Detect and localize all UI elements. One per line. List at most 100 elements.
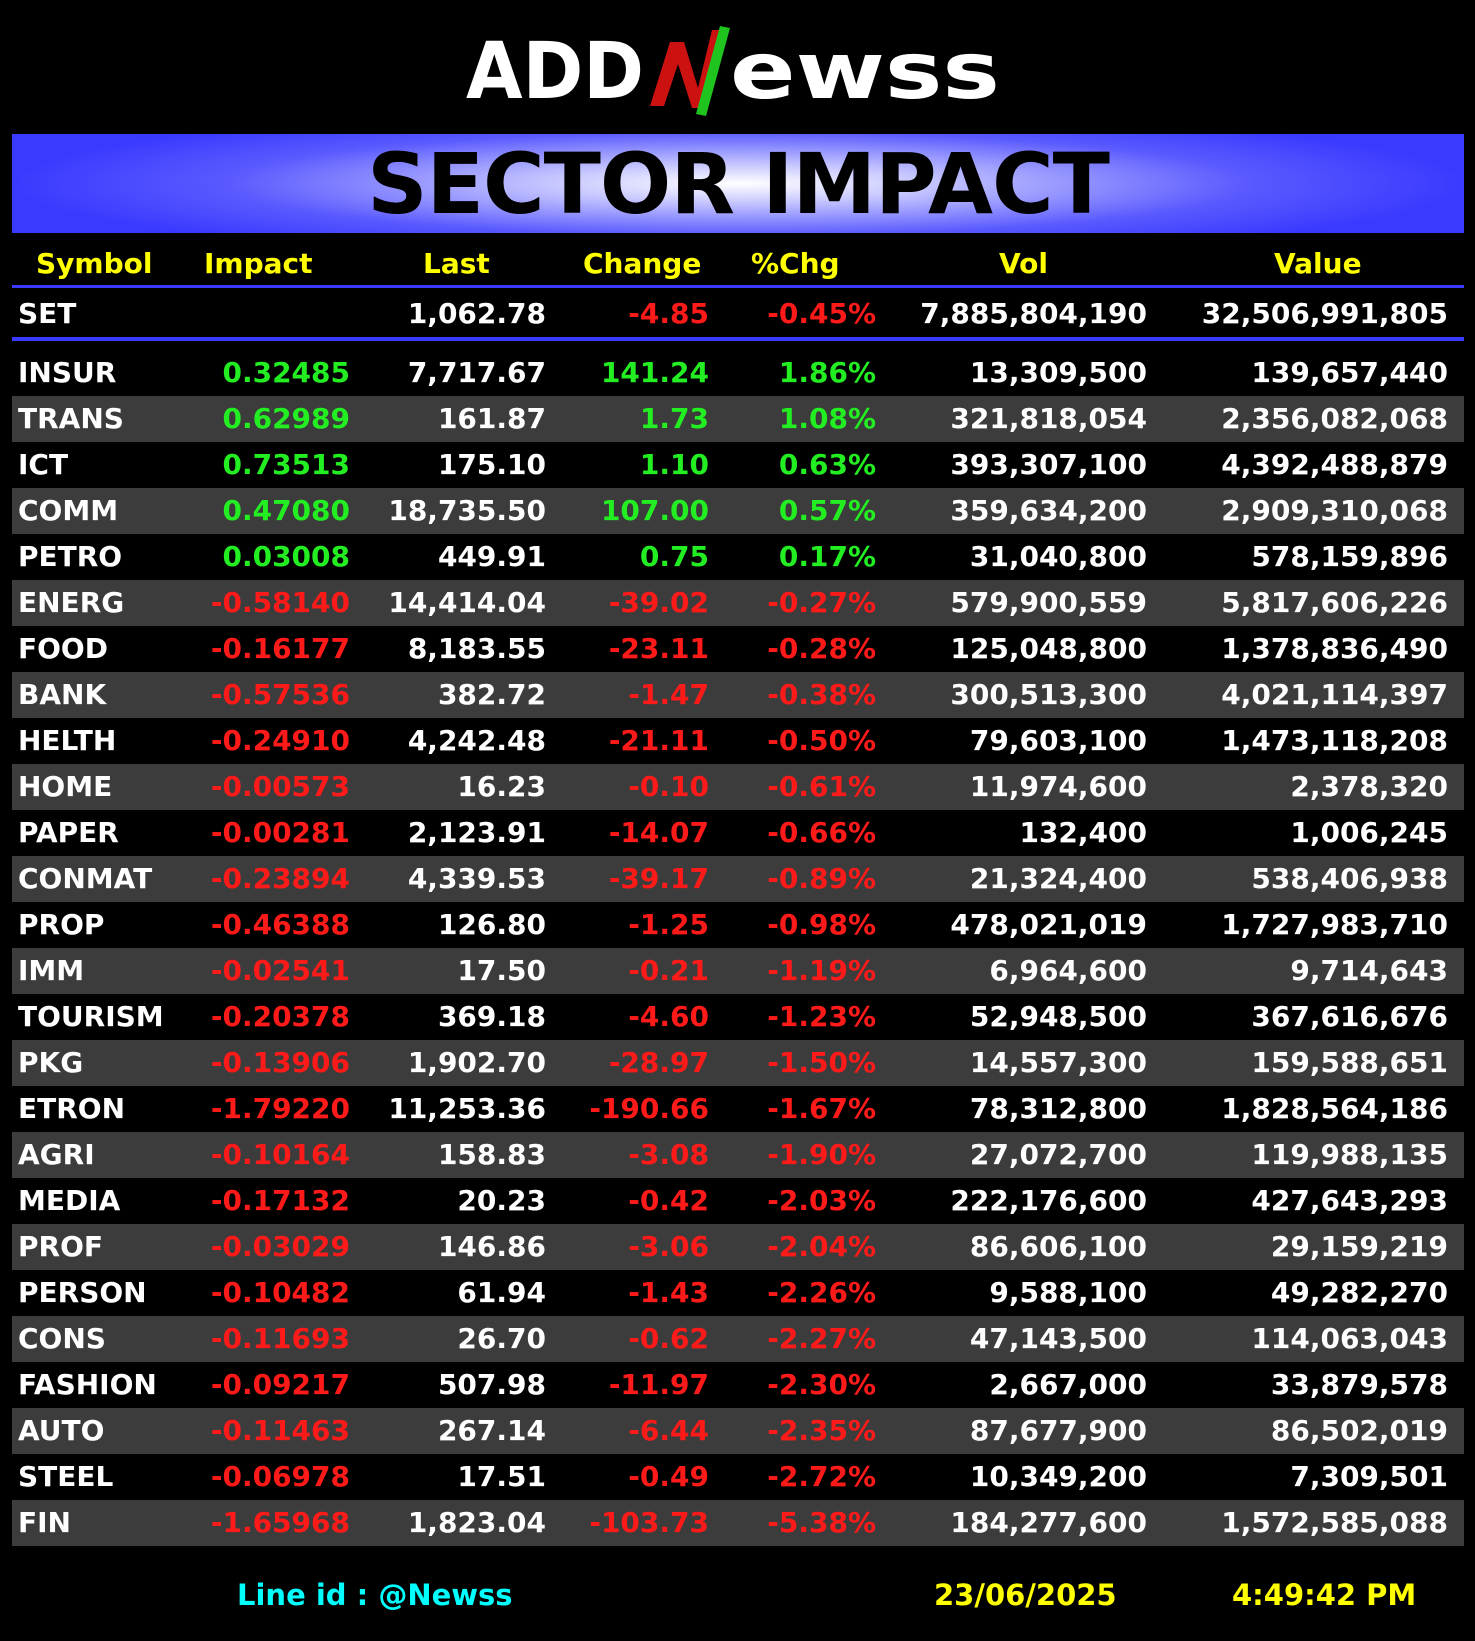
sector-vol: 52,948,500 — [969, 1000, 1147, 1033]
sector-symbol: BANK — [18, 678, 107, 711]
sector-vol: 359,634,200 — [950, 494, 1147, 527]
sector-pct-change: -2.03% — [767, 1184, 876, 1217]
sector-last: 11,253.36 — [388, 1092, 546, 1125]
sector-last: 17.50 — [457, 954, 546, 987]
sector-vol: 27,072,700 — [969, 1138, 1147, 1171]
line-id: Line id : @Newss — [237, 1578, 513, 1612]
sector-value: 33,879,578 — [1270, 1368, 1448, 1401]
sector-pct-change: -0.38% — [767, 678, 876, 711]
sector-last: 382.72 — [437, 678, 546, 711]
sector-vol: 31,040,800 — [969, 540, 1147, 573]
sector-impact: 0.73513 — [222, 448, 350, 481]
sector-impact: 0.32485 — [222, 356, 350, 389]
sector-symbol: FOOD — [18, 632, 108, 665]
sector-value: 119,988,135 — [1251, 1138, 1448, 1171]
table-row: FASHION -0.09217 507.98 -11.97 -2.30% 2,667,0… — [12, 1362, 1464, 1408]
sector-value: 4,021,114,397 — [1221, 678, 1448, 711]
sector-pct-change: -0.66% — [767, 816, 876, 849]
sector-last: 158.83 — [437, 1138, 546, 1171]
sector-last: 146.86 — [437, 1230, 546, 1263]
column-header-value: Value — [1274, 247, 1362, 280]
table-row: TOURISM -0.20378 369.18 -4.60 -1.23% 52,948,5… — [12, 994, 1464, 1040]
table-row: PAPER -0.00281 2,123.91 -14.07 -0.66% 132,400… — [12, 810, 1464, 856]
sector-symbol: ETRON — [18, 1092, 126, 1125]
sector-pct-change: -0.98% — [767, 908, 876, 941]
footer-date: 23/06/2025 — [934, 1578, 1117, 1612]
index-row: SET 1,062.78 -4.85 -0.45% 7,885,804,190 … — [12, 291, 1464, 341]
sector-change: 107.00 — [600, 494, 709, 527]
sector-pct-change: -1.67% — [767, 1092, 876, 1125]
table-row: PROP -0.46388 126.80 -1.25 -0.98% 478,021,019… — [12, 902, 1464, 948]
sector-value: 2,378,320 — [1290, 770, 1448, 803]
sector-symbol: PETRO — [18, 540, 123, 573]
sector-pct-change: -2.35% — [767, 1414, 876, 1447]
sector-vol: 9,588,100 — [989, 1276, 1147, 1309]
sector-change: -6.44 — [628, 1414, 709, 1447]
sector-last: 161.87 — [437, 402, 546, 435]
sector-value: 139,657,440 — [1251, 356, 1448, 389]
sector-change: -1.43 — [628, 1276, 709, 1309]
sector-last: 175.10 — [437, 448, 546, 481]
column-header-impact: Impact — [204, 247, 313, 280]
sector-vol: 125,048,800 — [950, 632, 1147, 665]
sector-value: 159,588,651 — [1251, 1046, 1448, 1079]
sector-symbol: PERSON — [18, 1276, 147, 1309]
sector-change: -14.07 — [608, 816, 709, 849]
sector-pct-change: -2.30% — [767, 1368, 876, 1401]
sector-vol: 87,677,900 — [969, 1414, 1147, 1447]
sector-change: -39.02 — [608, 586, 709, 619]
sector-pct-change: 0.17% — [778, 540, 876, 573]
sector-value: 86,502,019 — [1270, 1414, 1448, 1447]
index-last: 1,062.78 — [407, 297, 546, 330]
footer: Line id : @Newss 23/06/2025 4:49:42 PM — [0, 1578, 1475, 1624]
sector-value: 4,392,488,879 — [1221, 448, 1448, 481]
sector-value: 427,643,293 — [1251, 1184, 1448, 1217]
sector-vol: 47,143,500 — [969, 1322, 1147, 1355]
sector-pct-change: -0.50% — [767, 724, 876, 757]
sector-symbol: PAPER — [18, 816, 119, 849]
sector-pct-change: -0.28% — [767, 632, 876, 665]
index-change: -4.85 — [628, 297, 709, 330]
index-pct-change: -0.45% — [767, 297, 876, 330]
sector-vol: 14,557,300 — [969, 1046, 1147, 1079]
sector-impact: -0.00281 — [210, 816, 350, 849]
sector-symbol: IMM — [18, 954, 85, 987]
table-row: AUTO -0.11463 267.14 -6.44 -2.35% 87,677,900 8… — [12, 1408, 1464, 1454]
column-header-change: Change — [583, 247, 702, 280]
sector-impact: -0.11693 — [210, 1322, 350, 1355]
sector-last: 17.51 — [457, 1460, 546, 1493]
sector-pct-change: 1.08% — [778, 402, 876, 435]
table-row: PERSON -0.10482 61.94 -1.43 -2.26% 9,588,100 4… — [12, 1270, 1464, 1316]
sector-change: -0.49 — [628, 1460, 709, 1493]
sector-change: -3.06 — [628, 1230, 709, 1263]
sector-pct-change: -1.19% — [767, 954, 876, 987]
sector-impact: -1.79220 — [210, 1092, 350, 1125]
table-row: AGRI -0.10164 158.83 -3.08 -1.90% 27,072,700 1… — [12, 1132, 1464, 1178]
table-row: COMM 0.47080 18,735.50 107.00 0.57% 359,634,2… — [12, 488, 1464, 534]
column-header-vol: Vol — [999, 247, 1048, 280]
sector-value: 578,159,896 — [1251, 540, 1448, 573]
sector-change: -0.10 — [628, 770, 709, 803]
sector-impact: -0.09217 — [210, 1368, 350, 1401]
sector-last: 20.23 — [457, 1184, 546, 1217]
index-symbol: SET — [18, 297, 77, 330]
sector-impact: -0.13906 — [210, 1046, 350, 1079]
sector-last: 507.98 — [437, 1368, 546, 1401]
sector-impact: -0.03029 — [210, 1230, 350, 1263]
sector-symbol: ICT — [18, 448, 69, 481]
sector-impact: -0.24910 — [210, 724, 350, 757]
sector-last: 8,183.55 — [407, 632, 546, 665]
sector-change: -0.62 — [628, 1322, 709, 1355]
sector-vol: 86,606,100 — [969, 1230, 1147, 1263]
sector-change: 1.73 — [639, 402, 709, 435]
svg-text:ADD: ADD — [466, 27, 644, 117]
sector-impact: -0.57536 — [210, 678, 350, 711]
sector-symbol: INSUR — [18, 356, 117, 389]
sector-last: 7,717.67 — [407, 356, 546, 389]
sector-value: 7,309,501 — [1290, 1460, 1448, 1493]
page-title: SECTOR IMPACT — [367, 134, 1110, 233]
footer-time: 4:49:42 PM — [1232, 1578, 1417, 1612]
table-row: ETRON -1.79220 11,253.36 -190.66 -1.67% 78,31… — [12, 1086, 1464, 1132]
sector-value: 1,572,585,088 — [1221, 1506, 1448, 1539]
sector-last: 16.23 — [457, 770, 546, 803]
